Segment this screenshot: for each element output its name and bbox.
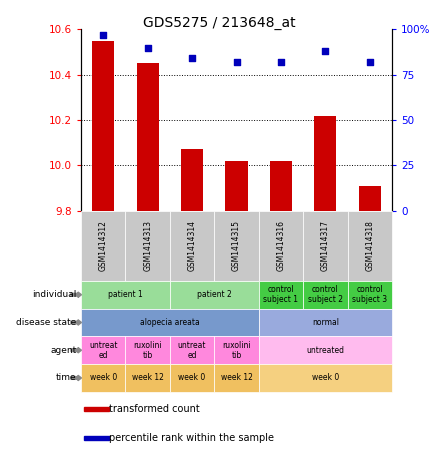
Text: control
subject 1: control subject 1 <box>263 285 298 304</box>
Bar <box>259 336 392 364</box>
Text: disease state: disease state <box>16 318 77 327</box>
Bar <box>125 364 170 392</box>
Text: GSM1414315: GSM1414315 <box>232 220 241 271</box>
Bar <box>81 308 259 336</box>
Bar <box>303 211 348 281</box>
Text: untreat
ed: untreat ed <box>178 341 206 360</box>
Text: ruxolini
tib: ruxolini tib <box>133 341 162 360</box>
Text: transformed count: transformed count <box>109 405 200 414</box>
Text: GSM1414316: GSM1414316 <box>276 220 286 271</box>
Point <box>366 58 373 66</box>
Text: week 0: week 0 <box>90 373 117 382</box>
Text: week 0: week 0 <box>312 373 339 382</box>
Text: agent: agent <box>50 346 77 355</box>
Bar <box>270 161 292 211</box>
Text: untreat
ed: untreat ed <box>89 341 117 360</box>
Text: GDS5275 / 213648_at: GDS5275 / 213648_at <box>143 16 295 30</box>
Point <box>233 58 240 66</box>
Text: GSM1414312: GSM1414312 <box>99 220 108 271</box>
Bar <box>125 336 170 364</box>
Bar <box>348 211 392 281</box>
Bar <box>214 211 259 281</box>
Bar <box>81 364 125 392</box>
Bar <box>170 336 214 364</box>
Bar <box>259 308 392 336</box>
Text: GSM1414314: GSM1414314 <box>187 220 197 271</box>
Bar <box>259 211 303 281</box>
Bar <box>348 281 392 308</box>
Text: alopecia areata: alopecia areata <box>140 318 200 327</box>
Text: week 12: week 12 <box>132 373 164 382</box>
Bar <box>314 116 336 211</box>
Bar <box>170 364 214 392</box>
Text: GSM1414317: GSM1414317 <box>321 220 330 271</box>
Point <box>144 44 151 51</box>
Text: GSM1414318: GSM1414318 <box>365 220 374 271</box>
Text: percentile rank within the sample: percentile rank within the sample <box>109 433 274 443</box>
Bar <box>81 336 125 364</box>
Text: normal: normal <box>312 318 339 327</box>
Bar <box>259 364 392 392</box>
Bar <box>226 161 247 211</box>
Text: patient 1: patient 1 <box>108 290 143 299</box>
Bar <box>303 281 348 308</box>
Bar <box>81 211 125 281</box>
Point <box>100 31 107 39</box>
Text: week 12: week 12 <box>221 373 252 382</box>
Bar <box>170 211 214 281</box>
Text: GSM1414313: GSM1414313 <box>143 220 152 271</box>
Point <box>189 55 196 62</box>
Point <box>322 48 329 55</box>
Text: patient 2: patient 2 <box>197 290 232 299</box>
Text: control
subject 3: control subject 3 <box>352 285 387 304</box>
Text: control
subject 2: control subject 2 <box>308 285 343 304</box>
Bar <box>214 336 259 364</box>
Bar <box>84 407 109 411</box>
Text: week 0: week 0 <box>178 373 206 382</box>
Bar <box>170 281 259 308</box>
Bar <box>181 149 203 211</box>
Bar <box>137 63 159 211</box>
Text: untreated: untreated <box>306 346 344 355</box>
Bar <box>92 41 114 211</box>
Bar <box>359 186 381 211</box>
Bar <box>84 436 109 440</box>
Bar <box>81 281 170 308</box>
Bar <box>259 281 303 308</box>
Bar <box>125 211 170 281</box>
Point <box>277 58 284 66</box>
Bar <box>214 364 259 392</box>
Text: individual: individual <box>32 290 77 299</box>
Text: time: time <box>56 373 77 382</box>
Text: ruxolini
tib: ruxolini tib <box>222 341 251 360</box>
